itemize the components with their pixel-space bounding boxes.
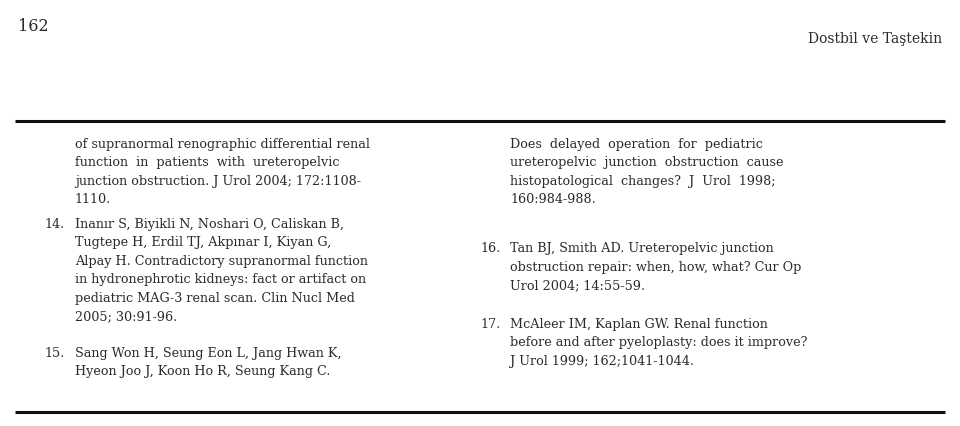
Text: of supranormal renographic differential renal
function  in  patients  with  uret: of supranormal renographic differential … [75,138,370,206]
Text: Tan BJ, Smith AD. Ureteropelvic junction
obstruction repair: when, how, what? Cu: Tan BJ, Smith AD. Ureteropelvic junction… [510,242,802,291]
Text: 14.: 14. [45,218,65,230]
Text: Dostbil ve Taştekin: Dostbil ve Taştekin [808,32,942,46]
Text: McAleer IM, Kaplan GW. Renal function
before and after pyeloplasty: does it impr: McAleer IM, Kaplan GW. Renal function be… [510,317,807,367]
Text: Sang Won H, Seung Eon L, Jang Hwan K,
Hyeon Joo J, Koon Ho R, Seung Kang C.: Sang Won H, Seung Eon L, Jang Hwan K, Hy… [75,346,342,377]
Text: 15.: 15. [45,346,65,359]
Text: Inanır S, Biyikli N, Noshari O, Caliskan B,
Tugtepe H, Erdil TJ, Akpınar I, Kiya: Inanır S, Biyikli N, Noshari O, Caliskan… [75,218,368,323]
Text: 16.: 16. [480,242,500,254]
Text: 17.: 17. [480,317,500,330]
Text: Does  delayed  operation  for  pediatric
ureteropelvic  junction  obstruction  c: Does delayed operation for pediatric ure… [510,138,783,206]
Text: 162: 162 [18,18,49,35]
